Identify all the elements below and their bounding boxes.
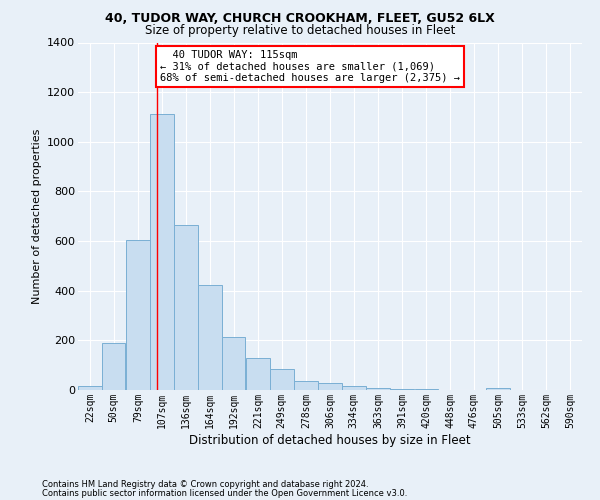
- Bar: [342, 386, 365, 390]
- Bar: [318, 383, 342, 390]
- Text: 40, TUDOR WAY, CHURCH CROOKHAM, FLEET, GU52 6LX: 40, TUDOR WAY, CHURCH CROOKHAM, FLEET, G…: [105, 12, 495, 26]
- Text: Contains HM Land Registry data © Crown copyright and database right 2024.: Contains HM Land Registry data © Crown c…: [42, 480, 368, 489]
- Text: 40 TUDOR WAY: 115sqm
← 31% of detached houses are smaller (1,069)
68% of semi-de: 40 TUDOR WAY: 115sqm ← 31% of detached h…: [160, 50, 460, 83]
- Bar: [150, 114, 173, 390]
- Bar: [270, 369, 293, 390]
- Bar: [390, 389, 414, 390]
- Text: Size of property relative to detached houses in Fleet: Size of property relative to detached ho…: [145, 24, 455, 37]
- Text: Contains public sector information licensed under the Open Government Licence v3: Contains public sector information licen…: [42, 488, 407, 498]
- X-axis label: Distribution of detached houses by size in Fleet: Distribution of detached houses by size …: [189, 434, 471, 446]
- Bar: [126, 240, 150, 390]
- Bar: [198, 284, 222, 390]
- Bar: [101, 343, 125, 390]
- Bar: [222, 336, 245, 390]
- Bar: [246, 358, 270, 390]
- Bar: [175, 225, 198, 390]
- Bar: [78, 386, 101, 390]
- Bar: [487, 388, 510, 390]
- Bar: [367, 388, 390, 390]
- Y-axis label: Number of detached properties: Number of detached properties: [32, 128, 41, 304]
- Bar: [295, 382, 318, 390]
